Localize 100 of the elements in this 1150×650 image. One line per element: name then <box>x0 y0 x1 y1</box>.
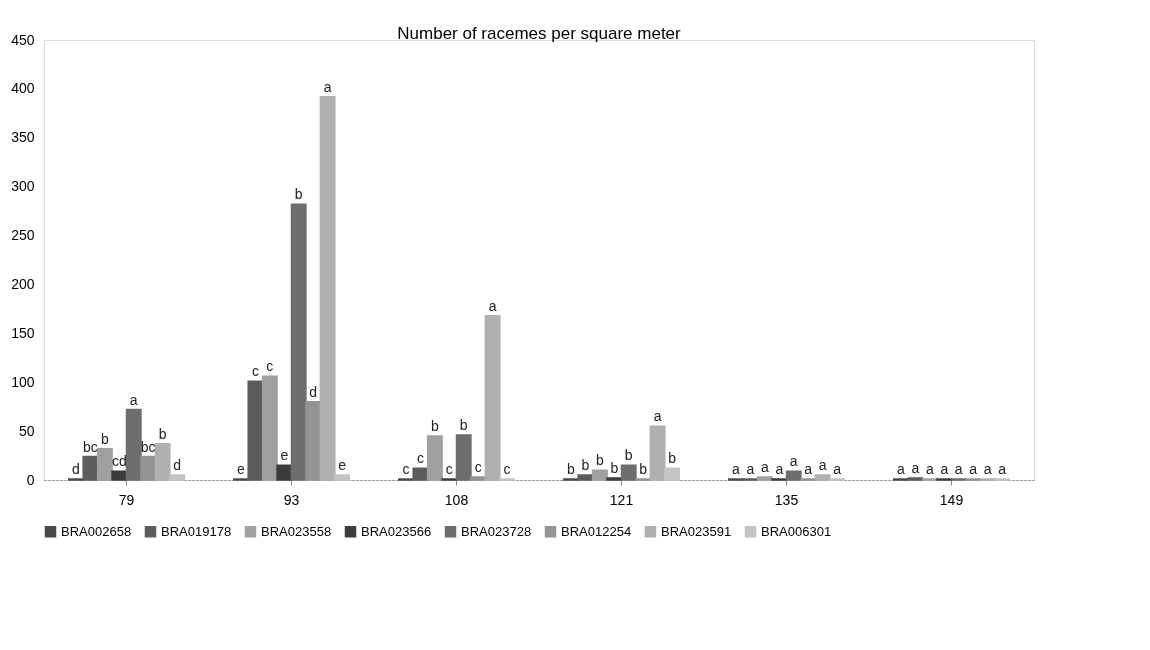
bar <box>82 455 99 481</box>
data-label: e <box>280 447 289 464</box>
data-label: d <box>72 461 80 478</box>
data-label: b <box>668 450 677 467</box>
data-label: a <box>775 461 784 478</box>
data-label: b <box>158 425 167 442</box>
data-label: c <box>266 358 274 375</box>
data-label: b <box>610 460 619 477</box>
bar <box>426 435 443 481</box>
y-tick-label: 350 <box>11 129 35 146</box>
bar <box>261 375 278 481</box>
data-label: b <box>430 418 439 434</box>
data-label: a <box>833 461 842 478</box>
data-label: b <box>595 452 604 469</box>
data-label: b <box>294 186 303 203</box>
bar <box>169 474 185 481</box>
legend-label: BRA023591 <box>661 523 732 539</box>
data-label: a <box>732 461 741 478</box>
bar <box>125 408 142 481</box>
y-tick-label: 200 <box>11 275 35 292</box>
bar <box>319 95 336 481</box>
x-tick-label: 93 <box>283 491 300 508</box>
data-label: a <box>897 461 906 478</box>
legend-label: BRA023566 <box>361 523 432 539</box>
bar <box>649 425 666 481</box>
x-tick-label: 149 <box>939 491 964 508</box>
data-label: b <box>624 447 633 464</box>
chart-title: Number of racemes per square meter <box>397 24 682 43</box>
bar <box>305 401 322 481</box>
data-label: c <box>474 459 482 476</box>
bar <box>334 474 350 481</box>
bar <box>470 476 487 481</box>
legend-label: BRA023728 <box>461 523 532 539</box>
legend-label: BRA023558 <box>261 523 332 539</box>
bar <box>455 434 472 481</box>
data-label: c <box>445 461 453 478</box>
bar <box>276 464 293 481</box>
data-label: a <box>940 461 949 478</box>
data-label: a <box>954 461 963 478</box>
data-label: bc <box>83 438 98 455</box>
x-tick-label: 121 <box>609 491 634 508</box>
bar <box>577 474 594 481</box>
bar <box>154 443 171 481</box>
data-label: a <box>998 461 1007 478</box>
data-label: a <box>818 457 827 474</box>
bar <box>290 203 307 481</box>
data-label: bc <box>140 438 156 455</box>
bar <box>664 467 680 481</box>
legend-label: BRA002658 <box>61 523 132 539</box>
y-tick-label: 150 <box>11 324 35 341</box>
y-tick-label: 300 <box>11 178 35 195</box>
legend-label: BRA006301 <box>761 523 832 539</box>
data-label: a <box>488 297 497 314</box>
data-label: a <box>969 461 978 478</box>
bar <box>96 447 113 481</box>
data-label: d <box>173 457 181 474</box>
x-tick-label: 108 <box>444 491 469 508</box>
data-label: a <box>129 391 138 408</box>
bar <box>412 467 429 481</box>
data-label: b <box>100 430 109 447</box>
legend-label: BRA019178 <box>161 523 232 539</box>
data-label: a <box>911 460 920 477</box>
y-tick-label: 400 <box>11 80 35 97</box>
data-label: a <box>760 459 769 476</box>
bar <box>814 474 831 481</box>
data-label: a <box>983 461 992 478</box>
data-label: c <box>503 461 511 478</box>
bar <box>484 314 501 481</box>
y-tick-label: 50 <box>18 422 35 439</box>
data-label: b <box>459 417 468 434</box>
data-label: c <box>416 450 424 467</box>
data-label: a <box>653 408 662 425</box>
y-tick-label: 0 <box>26 471 35 488</box>
data-label: e <box>237 461 246 478</box>
x-tick-label: 135 <box>774 491 799 508</box>
data-label: cd <box>111 453 127 470</box>
x-tick-label: 79 <box>118 491 135 508</box>
data-label: a <box>746 461 755 478</box>
data-label: a <box>804 461 813 478</box>
legend-label: BRA012254 <box>561 523 632 539</box>
data-label: a <box>323 78 332 95</box>
data-label: a <box>925 461 934 478</box>
bar <box>247 380 264 481</box>
data-label: b <box>639 461 648 478</box>
bar <box>140 455 157 481</box>
y-tick-label: 250 <box>11 227 35 244</box>
data-label: a <box>789 453 798 470</box>
data-label: c <box>251 363 259 380</box>
bar <box>756 476 773 481</box>
data-label: e <box>338 457 347 474</box>
bar <box>620 464 637 481</box>
data-label: b <box>567 461 576 478</box>
data-label: c <box>402 461 410 478</box>
data-label: d <box>309 383 318 400</box>
y-tick-label: 450 <box>11 31 35 48</box>
bar <box>785 470 802 481</box>
bar <box>111 470 128 481</box>
y-tick-label: 100 <box>11 373 35 390</box>
bar <box>591 469 608 481</box>
data-label: b <box>581 457 590 474</box>
